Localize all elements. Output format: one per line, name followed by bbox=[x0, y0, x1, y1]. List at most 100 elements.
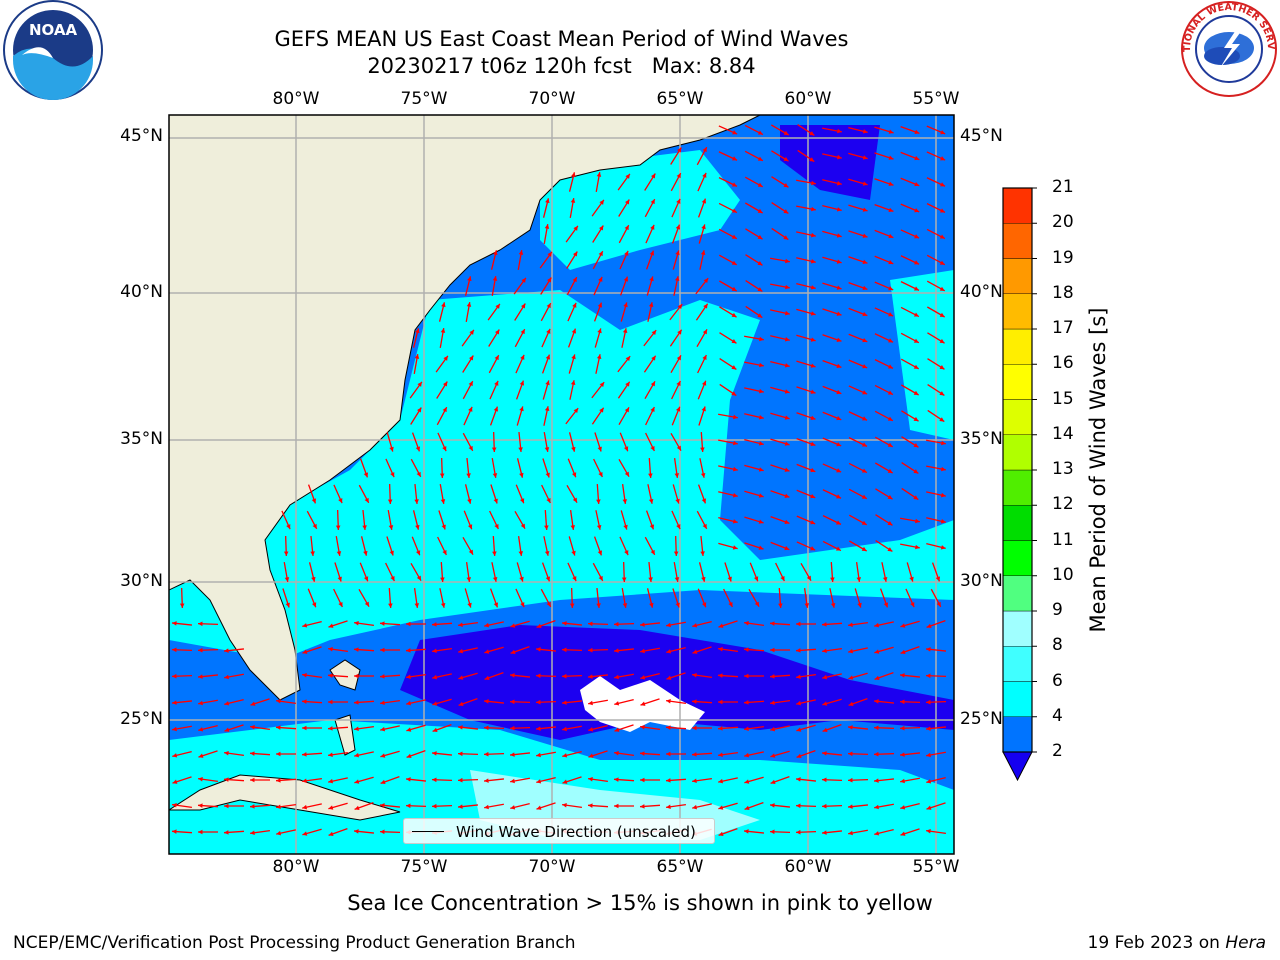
wave-direction-arrow bbox=[543, 224, 550, 244]
wave-direction-arrow bbox=[562, 802, 582, 809]
wave-direction-arrow bbox=[848, 359, 868, 369]
wave-direction-arrow bbox=[874, 333, 894, 343]
colorbar-segment bbox=[1002, 646, 1033, 682]
wave-direction-arrow bbox=[410, 407, 422, 425]
wave-direction-arrow bbox=[900, 802, 920, 810]
wave-direction-arrow bbox=[619, 276, 629, 296]
wave-direction-arrow bbox=[796, 621, 816, 627]
wave-direction-arrow bbox=[848, 514, 868, 526]
wave-direction-arrow bbox=[587, 647, 609, 653]
wave-direction-arrow bbox=[822, 463, 842, 473]
wave-direction-arrow bbox=[800, 563, 812, 581]
wave-direction-arrow bbox=[847, 725, 869, 730]
wave-direction-arrow bbox=[926, 177, 946, 187]
colorbar-tick-label: 8 bbox=[1052, 635, 1063, 656]
wave-direction-arrow bbox=[665, 725, 687, 730]
wave-direction-arrow bbox=[457, 725, 479, 730]
wave-direction-arrow bbox=[431, 751, 453, 756]
wave-direction-arrow bbox=[927, 409, 945, 423]
wave-direction-arrow bbox=[874, 646, 894, 654]
period-band-4-6 bbox=[540, 150, 740, 270]
wave-direction-arrow bbox=[509, 725, 531, 731]
wave-direction-arrow bbox=[718, 620, 738, 628]
wave-direction-arrow bbox=[411, 432, 421, 452]
wave-direction-arrow bbox=[691, 699, 713, 704]
wave-direction-arrow bbox=[462, 355, 474, 373]
wave-direction-arrow bbox=[796, 308, 816, 316]
wave-direction-arrow bbox=[540, 588, 552, 608]
wave-direction-arrow bbox=[406, 724, 426, 732]
wave-direction-arrow bbox=[645, 224, 655, 244]
wave-direction-arrow bbox=[463, 510, 473, 530]
wave-direction-arrow bbox=[488, 354, 500, 374]
wave-direction-arrow bbox=[439, 484, 446, 504]
wave-direction-arrow bbox=[484, 803, 504, 810]
wave-direction-arrow bbox=[848, 204, 868, 212]
wave-direction-arrow bbox=[541, 328, 551, 348]
wave-direction-arrow bbox=[282, 588, 290, 608]
wave-direction-arrow bbox=[618, 407, 630, 425]
wave-direction-arrow bbox=[644, 381, 656, 399]
wave-direction-arrow bbox=[874, 307, 894, 317]
wave-direction-arrow bbox=[510, 802, 530, 810]
wave-direction-arrow bbox=[669, 303, 683, 321]
wave-direction-arrow bbox=[718, 439, 738, 446]
wave-direction-arrow bbox=[829, 588, 836, 608]
wave-direction-arrow bbox=[744, 620, 764, 627]
wave-direction-arrow bbox=[614, 803, 634, 809]
wave-direction-arrow bbox=[487, 303, 501, 321]
wave-direction-arrow bbox=[697, 380, 707, 400]
colorbar-tick-label: 6 bbox=[1052, 670, 1063, 691]
wave-direction-arrow bbox=[669, 329, 683, 347]
wave-direction-arrow bbox=[796, 334, 816, 342]
wave-direction-arrow bbox=[718, 228, 738, 240]
wave-direction-arrow bbox=[515, 380, 525, 400]
colorbar-segment bbox=[1002, 505, 1033, 541]
wave-direction-arrow bbox=[847, 777, 869, 783]
wave-direction-arrow bbox=[699, 458, 706, 478]
wave-direction-arrow bbox=[692, 803, 712, 810]
wave-direction-arrow bbox=[275, 725, 297, 730]
wave-direction-arrow bbox=[926, 439, 946, 446]
wave-direction-arrow bbox=[562, 725, 582, 732]
wave-direction-arrow bbox=[744, 438, 764, 446]
wave-direction-arrow bbox=[899, 699, 921, 705]
wave-direction-arrow bbox=[874, 410, 894, 422]
wave-direction-arrow bbox=[328, 751, 348, 758]
wave-direction-arrow bbox=[925, 726, 947, 731]
wave-direction-arrow bbox=[591, 381, 605, 399]
wave-direction-arrow bbox=[302, 620, 322, 628]
wave-direction-arrow bbox=[848, 385, 868, 395]
colorbar-segment bbox=[1002, 575, 1033, 612]
wave-direction-arrow bbox=[491, 431, 497, 453]
wave-direction-arrow bbox=[769, 829, 791, 835]
wave-direction-arrow bbox=[718, 151, 738, 161]
wave-direction-arrow bbox=[595, 172, 602, 192]
wave-direction-arrow bbox=[900, 229, 920, 239]
wave-direction-arrow bbox=[848, 333, 868, 343]
wave-direction-arrow bbox=[822, 204, 842, 212]
wave-direction-arrow bbox=[692, 620, 712, 628]
colorbar-segment bbox=[1002, 293, 1033, 330]
colorbar-segment bbox=[1002, 716, 1033, 753]
lat-tick-left-45n: 45°N bbox=[120, 126, 163, 146]
wave-direction-arrow bbox=[874, 229, 894, 239]
wave-direction-arrow bbox=[926, 802, 946, 810]
colorbar-tick-label: 13 bbox=[1052, 459, 1074, 479]
wave-direction-arrow bbox=[491, 458, 498, 478]
colorbar-tick-label: 14 bbox=[1052, 423, 1074, 444]
wave-direction-arrow bbox=[569, 198, 576, 218]
wave-direction-arrow bbox=[276, 698, 296, 705]
wave-direction-arrow bbox=[593, 458, 603, 478]
wave-direction-arrow bbox=[431, 803, 453, 809]
wave-direction-arrow bbox=[848, 411, 868, 421]
wave-direction-arrow bbox=[771, 124, 789, 136]
lat-tick-left-30n: 30°N bbox=[120, 571, 163, 591]
wave-direction-arrow bbox=[718, 125, 738, 135]
wave-direction-arrow bbox=[328, 699, 348, 705]
wave-direction-arrow bbox=[198, 829, 218, 835]
lon-tick-bottom-75w: 75°W bbox=[400, 857, 448, 877]
wave-direction-arrow bbox=[644, 173, 656, 191]
wave-direction-arrow bbox=[822, 230, 842, 238]
wave-direction-arrow bbox=[561, 647, 583, 653]
